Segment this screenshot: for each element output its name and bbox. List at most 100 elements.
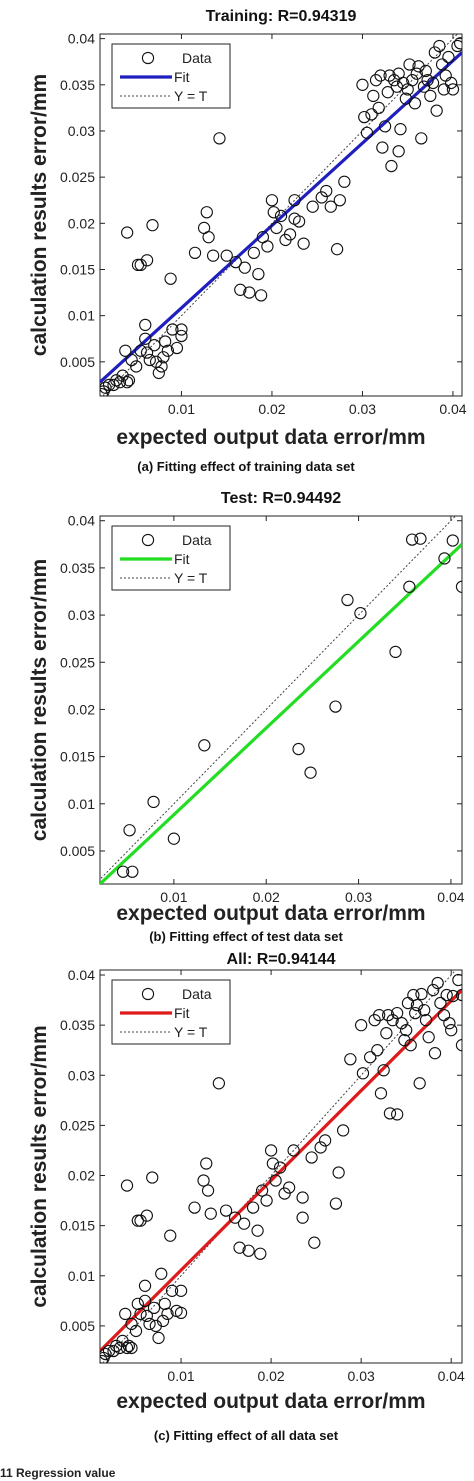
data-point (143, 353, 156, 367)
data-point (273, 1161, 287, 1174)
data-point (266, 1157, 280, 1170)
legend-label-fit: Fit (174, 1005, 190, 1021)
data-point (139, 332, 152, 345)
data-point (395, 1016, 408, 1030)
data-point (365, 108, 378, 121)
data-point (428, 46, 441, 59)
data-point (220, 249, 233, 262)
data-point (148, 339, 161, 352)
data-point (374, 1087, 388, 1100)
data-point (134, 1307, 147, 1321)
x-tick-label: 0.01 (160, 889, 187, 905)
data-point (403, 580, 416, 593)
data-point (143, 1317, 156, 1331)
data-point (152, 1331, 165, 1345)
data-point (234, 283, 247, 296)
data-point (100, 1347, 112, 1361)
data-point (385, 159, 398, 173)
legend-label-identity: Y = T (174, 88, 208, 104)
data-point (433, 39, 446, 53)
data-point (415, 132, 428, 145)
data-point (427, 983, 440, 997)
data-point (446, 83, 460, 96)
data-point (213, 132, 226, 145)
data-point (140, 254, 154, 267)
data-point (247, 246, 260, 260)
data-point (119, 1307, 132, 1321)
legend-label-fit: Fit (174, 69, 190, 85)
data-point (371, 1044, 384, 1057)
chart-title: Test: R=0.94492 (221, 490, 341, 507)
data-point (455, 1039, 462, 1052)
legend-data-marker (141, 51, 155, 65)
data-point (175, 329, 188, 343)
y-tick-label: 0.02 (68, 1168, 95, 1184)
data-point (254, 289, 268, 302)
y-tick-label: 0.04 (68, 31, 95, 47)
y-tick-label: 0.025 (60, 654, 95, 670)
data-point (269, 1174, 282, 1187)
data-point (274, 209, 288, 223)
data-point (242, 1244, 255, 1257)
data-point (438, 552, 451, 565)
figure-caption: 11 Regression value (0, 1466, 116, 1480)
data-point (329, 1197, 343, 1210)
data-point (296, 1191, 309, 1204)
data-point (444, 76, 458, 90)
data-point (336, 1124, 350, 1137)
data-point (378, 120, 392, 133)
x-tick-label: 0.01 (168, 401, 195, 417)
data-point (338, 175, 351, 188)
data-point (418, 1003, 431, 1017)
fit-line (100, 51, 462, 384)
data-point (120, 1179, 134, 1192)
data-point (134, 258, 147, 272)
data-point (170, 341, 184, 355)
legend-label-data: Data (182, 532, 212, 548)
data-point (446, 534, 459, 547)
data-point (363, 1051, 377, 1064)
y-axis-label: calculation results error/mm (28, 1025, 51, 1307)
data-point (422, 1031, 435, 1044)
data-point (116, 369, 129, 382)
data-point (442, 50, 455, 64)
data-point (125, 1341, 138, 1355)
data-point (270, 221, 283, 235)
data-point (219, 1204, 233, 1217)
data-point (264, 1144, 278, 1157)
y-tick-label: 0.015 (60, 749, 95, 765)
data-point (255, 1184, 269, 1197)
data-point (125, 1317, 138, 1331)
panel-caption: (c) Fitting effect of all data set (154, 1428, 339, 1443)
legend-label-fit: Fit (174, 551, 190, 567)
data-point (367, 89, 380, 103)
data-point (387, 74, 401, 87)
data-point (410, 67, 423, 80)
data-point (356, 78, 369, 91)
data-point (146, 1171, 159, 1184)
data-point (440, 988, 453, 1002)
data-point (406, 74, 419, 87)
x-tick-label: 0.03 (348, 1368, 375, 1384)
data-point (318, 1134, 332, 1147)
data-point (204, 1207, 217, 1220)
data-point (283, 228, 297, 241)
data-point (130, 360, 143, 373)
legend-label-data: Data (182, 986, 212, 1002)
y-tick-label: 0.005 (60, 354, 95, 370)
data-point (369, 74, 383, 87)
data-point (424, 89, 437, 103)
data-point (305, 1151, 318, 1164)
y-tick-label: 0.025 (60, 1117, 95, 1133)
y-tick-label: 0.005 (60, 1318, 95, 1334)
data-point (129, 1324, 143, 1338)
data-point (140, 1209, 153, 1222)
data-point (201, 1184, 215, 1197)
data-point (175, 323, 188, 336)
data-point (287, 1144, 300, 1157)
data-point (415, 987, 428, 1001)
y-tick-label: 0.015 (60, 261, 95, 277)
data-point (152, 366, 165, 380)
data-point (434, 996, 447, 1010)
data-point (122, 1339, 135, 1353)
